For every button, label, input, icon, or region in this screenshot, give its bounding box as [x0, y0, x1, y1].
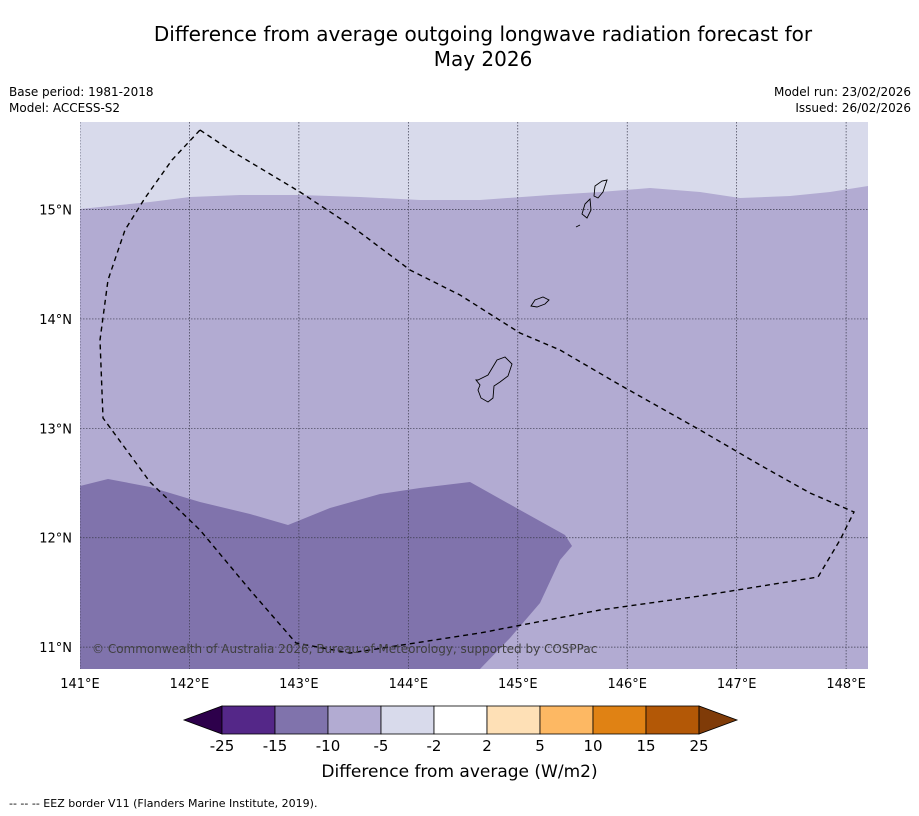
chart-title-line2: May 2026 [433, 47, 533, 71]
islands [475, 179, 608, 403]
colorbar-arrow-left [182, 705, 223, 735]
colorbar-segment [539, 705, 594, 735]
colorbar-tick-label: 5 [535, 737, 545, 755]
colorbar-tick-label: -10 [316, 737, 341, 755]
tinian-island [581, 198, 592, 219]
colorbar-segment [221, 705, 276, 735]
colorbar-tick-label: -15 [263, 737, 288, 755]
footnote: -- -- -- EEZ border V11 (Flanders Marine… [9, 797, 318, 810]
colorbar-ticks: -25 -15 -10 -5 -2 2 5 10 15 25 [210, 737, 709, 755]
meta-left: Base period: 1981-2018 Model: ACCESS-S2 [9, 84, 154, 116]
anomaly-region-minus5-minus2 [80, 122, 868, 209]
colorbar-label: Difference from average (W/m2) [321, 762, 598, 782]
longitude-label: 145°E [498, 677, 538, 692]
longitude-label: 143°E [279, 677, 319, 692]
aguijan-island [575, 224, 581, 228]
base-period: Base period: 1981-2018 [9, 85, 154, 99]
longitude-labels: 141°E 142°E 143°E 144°E 145°E 146°E 147°E 148°E [60, 677, 866, 692]
colorbar-tick-label: -5 [374, 737, 389, 755]
latitude-label: 13°N [39, 422, 72, 437]
colorbar-segment [274, 705, 329, 735]
eez-border [99, 129, 855, 654]
colorbar-segment [380, 705, 435, 735]
chart-title-line1: Difference from average outgoing longwav… [153, 22, 813, 46]
colorbar-tick-label: 15 [636, 737, 655, 755]
colorbar [182, 705, 739, 735]
longitude-label: 142°E [170, 677, 210, 692]
colorbar-tick-label: -2 [427, 737, 442, 755]
gridlines [80, 122, 868, 669]
map-area: © Commonwealth of Australia 2026, Bureau… [80, 122, 868, 669]
longitude-label: 147°E [717, 677, 757, 692]
longitude-label: 144°E [389, 677, 429, 692]
saipan-island [593, 179, 608, 199]
longitude-label: 146°E [607, 677, 647, 692]
colorbar-segment [592, 705, 647, 735]
colorbar-arrow-right [698, 705, 739, 735]
latitude-label: 11°N [39, 641, 72, 656]
longitude-label: 141°E [60, 677, 100, 692]
issued-date: Issued: 26/02/2026 [795, 101, 911, 115]
colorbar-segment [486, 705, 541, 735]
colorbar-segment [327, 705, 382, 735]
latitude-label: 12°N [39, 532, 72, 547]
chart-title: Difference from average outgoing longwav… [0, 22, 919, 72]
guam-island [475, 356, 513, 403]
colorbar-tick-label: 25 [689, 737, 708, 755]
model-run: Model run: 23/02/2026 [773, 85, 911, 99]
colorbar-tick-label: 2 [482, 737, 492, 755]
colorbar-tick-label: -25 [210, 737, 235, 755]
colorbar-segment [645, 705, 700, 735]
anomaly-region-minus15-minus10 [80, 479, 572, 669]
longitude-label: 148°E [826, 677, 866, 692]
model-name: Model: ACCESS-S2 [9, 101, 121, 115]
latitude-label: 14°N [39, 313, 72, 328]
copyright-text: © Commonwealth of Australia 2026, Bureau… [92, 642, 597, 656]
colorbar-segment [433, 705, 488, 735]
colorbar-tick-label: 10 [583, 737, 602, 755]
latitude-label: 15°N [39, 204, 72, 219]
latitude-labels: 15°N 14°N 13°N 12°N 11°N [39, 204, 72, 657]
rota-island [530, 296, 550, 308]
meta-right: Model run: 23/02/2026 Issued: 26/02/2026 [774, 84, 911, 116]
